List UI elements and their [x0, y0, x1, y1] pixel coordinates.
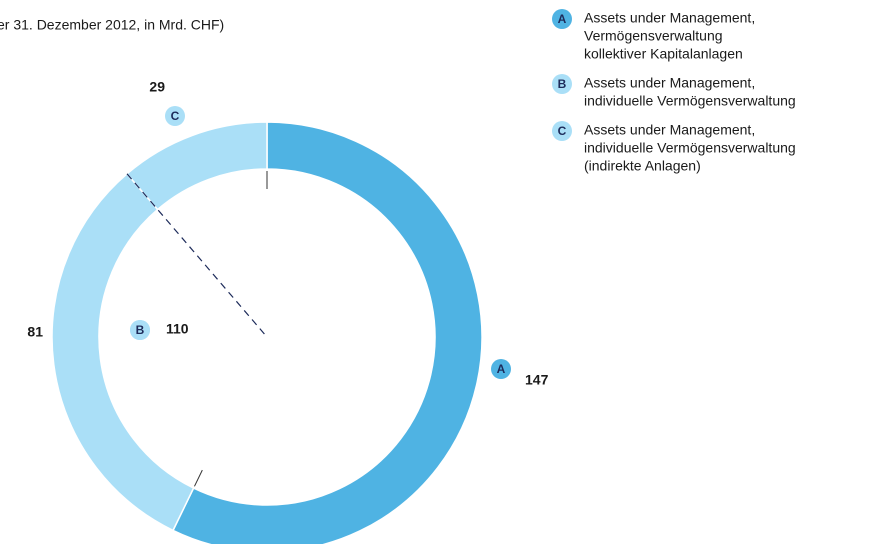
- category-letter: C: [558, 124, 567, 138]
- legend-text: Assets under Management,: [584, 10, 755, 26]
- legend-text: (indirekte Anlagen): [584, 158, 701, 174]
- value-label: 81: [27, 324, 43, 340]
- category-letter: C: [171, 109, 180, 123]
- category-badge: [552, 121, 572, 141]
- legend-text: Vermögensverwaltung: [584, 28, 723, 44]
- category-badge: [552, 74, 572, 94]
- inner-value-label: 110: [166, 321, 189, 337]
- value-label: 147: [525, 372, 549, 388]
- donut-slice: [172, 121, 483, 544]
- category-letter: A: [558, 12, 567, 26]
- value-label: 29: [149, 79, 165, 95]
- legend-text: individuelle Vermögensverwaltung: [584, 140, 796, 156]
- category-letter: B: [558, 77, 567, 91]
- category-letter: B: [136, 323, 145, 337]
- chart-title: er 31. Dezember 2012, in Mrd. CHF): [0, 17, 224, 33]
- category-letter: A: [497, 362, 506, 376]
- category-badge: [165, 106, 185, 126]
- legend-text: Assets under Management,: [584, 122, 755, 138]
- legend-text: individuelle Vermögensverwaltung: [584, 93, 796, 109]
- donut-slice: [125, 121, 268, 211]
- category-badge: [552, 9, 572, 29]
- boundary-tick: [194, 469, 203, 487]
- category-badge: [130, 320, 150, 340]
- donut-slice: [51, 172, 195, 532]
- legend-text: Assets under Management,: [584, 75, 755, 91]
- legend-text: kollektiver Kapitalanlagen: [584, 46, 743, 62]
- category-badge: [491, 359, 511, 379]
